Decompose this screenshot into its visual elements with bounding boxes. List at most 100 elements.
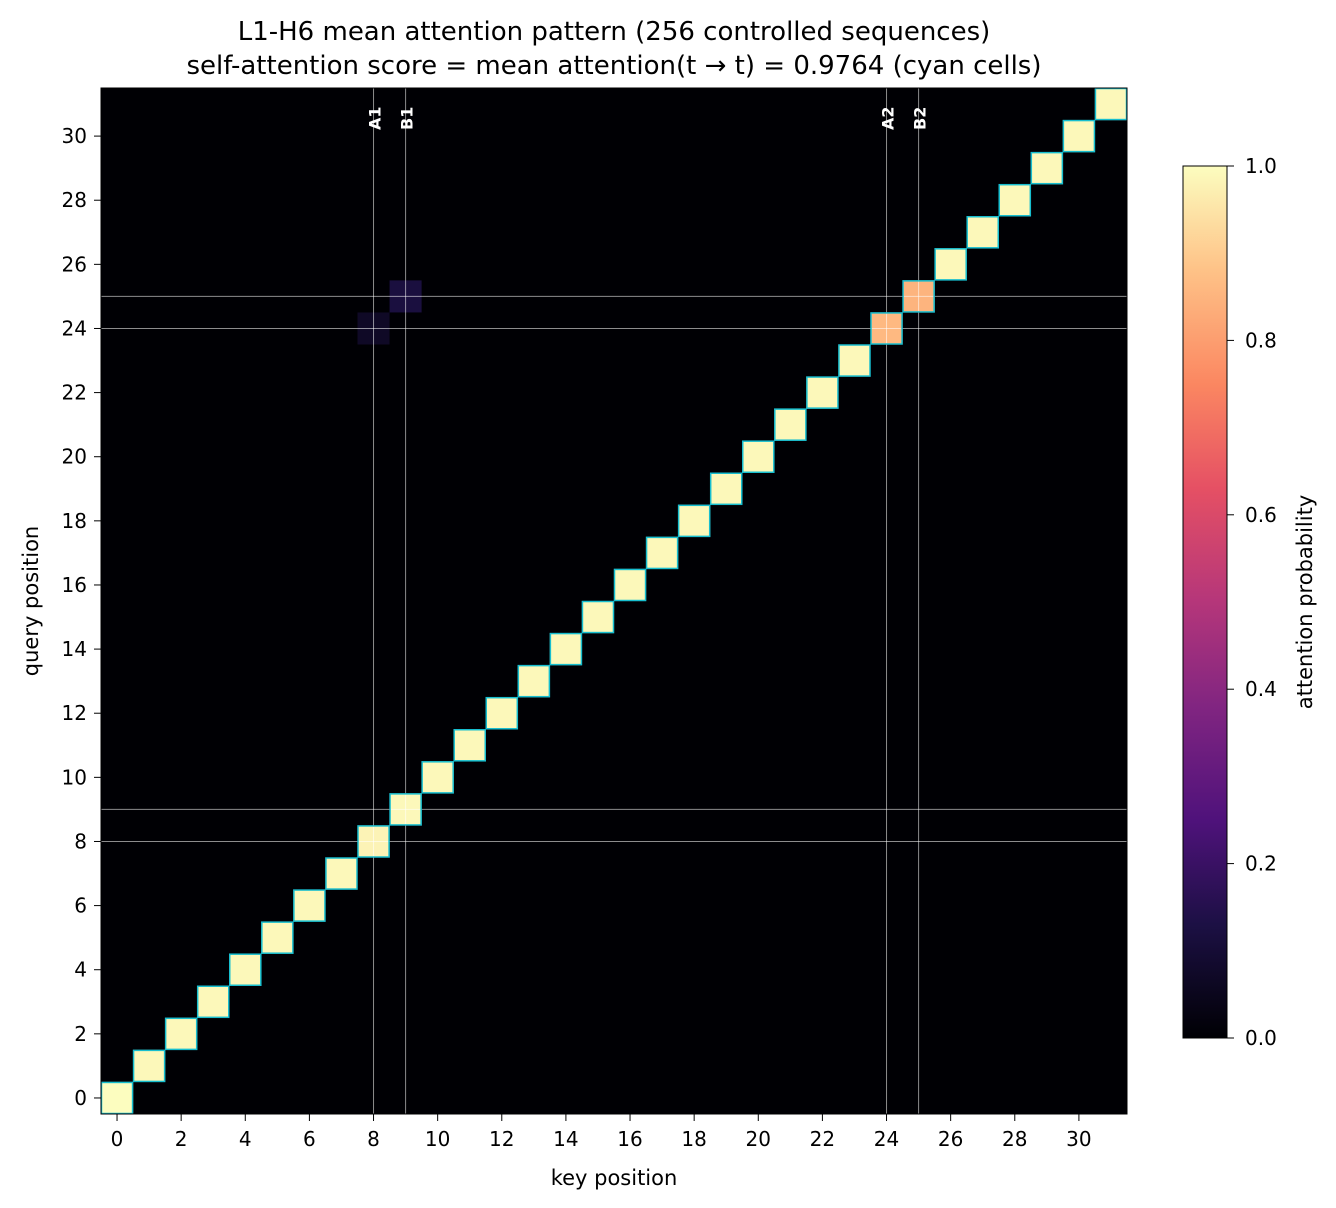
heatmap-cell-diagonal [998,184,1031,217]
heatmap-cell-diagonal [517,665,550,698]
heatmap-cell-diagonal [261,921,294,954]
chart-title: L1-H6 mean attention pattern (256 contro… [238,17,991,47]
self-attention-outline [421,761,454,794]
y-tick-label: 4 [74,958,87,982]
y-tick-label: 2 [74,1022,87,1046]
colorbar-tick-label: 0.8 [1245,328,1277,352]
x-tick-label: 8 [367,1127,380,1151]
y-tick-label: 12 [62,701,87,725]
heatmap-cell-diagonal [421,761,454,794]
heatmap-cell-diagonal [165,1017,198,1050]
self-attention-outline [742,440,775,473]
x-tick-label: 22 [810,1127,835,1151]
self-attention-outline [870,312,903,345]
y-tick-label: 16 [62,573,87,597]
colorbar-tick-label: 0.4 [1245,677,1277,701]
x-tick-label: 28 [1002,1127,1027,1151]
chart-subtitle: self-attention score = mean attention(t … [187,51,1042,81]
x-tick-label: 0 [111,1127,124,1151]
x-tick-label: 24 [874,1127,899,1151]
heatmap-cell-diagonal [229,953,262,986]
y-tick-label: 30 [62,124,87,148]
y-tick-label: 22 [62,381,87,405]
colorbar [1182,165,1228,1039]
heatmap-cell-diagonal [614,568,647,601]
colorbar-tick-label: 1.0 [1245,154,1277,178]
self-attention-outline [164,1017,198,1051]
colorbar-tick-label: 0.0 [1245,1026,1277,1050]
self-attention-outline [613,568,647,602]
x-axis-ticks: 0 2 4 6 8 10 12 14 16 18 20 22 24 26 28 30 [111,1114,1092,1151]
self-attention-outline [389,793,422,826]
self-attention-outline [677,504,711,538]
y-tick-label: 10 [62,765,87,789]
x-tick-label: 12 [489,1127,514,1151]
heatmap-cell-diagonal [646,536,679,569]
heatmap-cell-diagonal [101,1081,134,1114]
self-attention-outline [934,248,967,281]
x-tick-label: 14 [553,1127,578,1151]
heatmap-cell-diagonal [1062,120,1095,153]
y-tick-label: 14 [62,637,87,661]
heatmap-cell-diagonal [1094,88,1127,121]
heatmap-cell-diagonal [966,216,999,249]
heatmap-cell-diagonal [549,633,582,666]
self-attention-outline [581,600,615,634]
y-tick-label: 28 [62,188,87,212]
self-attention-outline [1062,119,1096,153]
x-axis-label: key position [551,1166,678,1190]
y-tick-label: 26 [62,252,87,276]
heatmap-cell-diagonal [293,889,326,922]
self-attention-outline [838,344,871,377]
heatmap-cell-diagonal [710,472,743,505]
colorbar-label: attention probability [1293,495,1317,710]
x-tick-label: 16 [617,1127,642,1151]
y-tick-label: 8 [74,829,87,853]
heatmap-cell-diagonal [934,248,967,281]
self-attention-outline [902,280,935,313]
y-tick-label: 0 [74,1086,87,1110]
heatmap-cell-diagonal [485,697,518,730]
x-tick-label: 6 [303,1127,316,1151]
x-tick-label: 26 [938,1127,963,1151]
colorbar-tick-label: 0.2 [1245,852,1277,876]
self-attention-outline [261,921,294,954]
self-attention-outline [196,985,230,1019]
x-tick-label: 20 [746,1127,771,1151]
marker-label: B2 [911,107,930,130]
self-attention-outline [357,825,390,858]
heatmap-cell-diagonal [197,985,230,1018]
heatmap-cell-diagonal [325,857,358,890]
x-tick-label: 18 [681,1127,706,1151]
heatmap-cell-diagonal [453,729,486,762]
y-axis-label: query position [19,526,43,676]
marker-lines: A1 B1 A2 B2 [101,88,1127,1114]
marker-label: A1 [366,106,385,130]
marker-label: B1 [398,107,417,130]
x-tick-label: 2 [175,1127,188,1151]
self-attention-outline [549,632,583,666]
heatmap-cell-diagonal [678,504,711,537]
heatmap-cell-diagonal [581,601,614,634]
self-attention-outline [774,408,807,441]
self-attention-outline [453,729,486,762]
colorbar-ticks: 0.0 0.2 0.4 0.6 0.8 1.0 [1227,154,1277,1050]
self-attention-outline [485,696,519,730]
self-attention-outline [229,953,262,986]
heatmap-cell-diagonal [774,408,807,441]
heatmap-cell-diagonal [806,376,839,409]
y-tick-label: 24 [62,316,87,340]
heatmap-cell-diagonal [742,440,775,473]
x-tick-label: 10 [425,1127,450,1151]
y-tick-label: 20 [62,445,87,469]
y-tick-label: 6 [74,894,87,918]
y-tick-label: 18 [62,509,87,533]
heatmap-cell-diagonal [838,344,871,377]
x-tick-label: 30 [1066,1127,1091,1151]
x-tick-label: 4 [239,1127,252,1151]
self-attention-outline [645,536,679,570]
self-attention-outline [1030,151,1064,185]
self-attention-outline [806,376,839,409]
self-attention-outline [998,183,1032,217]
